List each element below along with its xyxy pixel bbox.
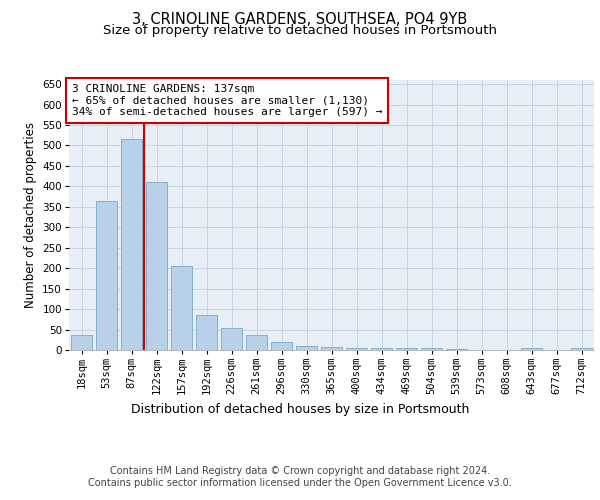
Bar bbox=[246, 335, 267, 350]
Bar bbox=[171, 266, 192, 350]
Text: 3 CRINOLINE GARDENS: 137sqm
← 65% of detached houses are smaller (1,130)
34% of : 3 CRINOLINE GARDENS: 137sqm ← 65% of det… bbox=[71, 84, 382, 117]
Bar bbox=[371, 348, 392, 350]
Bar bbox=[71, 335, 92, 350]
Bar bbox=[321, 346, 342, 350]
Bar bbox=[396, 348, 417, 350]
Bar bbox=[146, 182, 167, 350]
Bar bbox=[296, 346, 317, 350]
Y-axis label: Number of detached properties: Number of detached properties bbox=[24, 122, 37, 308]
Bar bbox=[271, 342, 292, 350]
Bar bbox=[96, 200, 117, 350]
Text: 3, CRINOLINE GARDENS, SOUTHSEA, PO4 9YB: 3, CRINOLINE GARDENS, SOUTHSEA, PO4 9YB bbox=[133, 12, 467, 28]
Bar bbox=[446, 349, 467, 350]
Bar bbox=[196, 315, 217, 350]
Bar bbox=[571, 348, 592, 350]
Text: Size of property relative to detached houses in Portsmouth: Size of property relative to detached ho… bbox=[103, 24, 497, 37]
Bar bbox=[521, 348, 542, 350]
Bar bbox=[421, 348, 442, 350]
Bar bbox=[121, 140, 142, 350]
Bar bbox=[346, 348, 367, 350]
Text: Contains HM Land Registry data © Crown copyright and database right 2024.: Contains HM Land Registry data © Crown c… bbox=[110, 466, 490, 476]
Bar bbox=[221, 328, 242, 350]
Text: Contains public sector information licensed under the Open Government Licence v3: Contains public sector information licen… bbox=[88, 478, 512, 488]
Text: Distribution of detached houses by size in Portsmouth: Distribution of detached houses by size … bbox=[131, 402, 469, 415]
